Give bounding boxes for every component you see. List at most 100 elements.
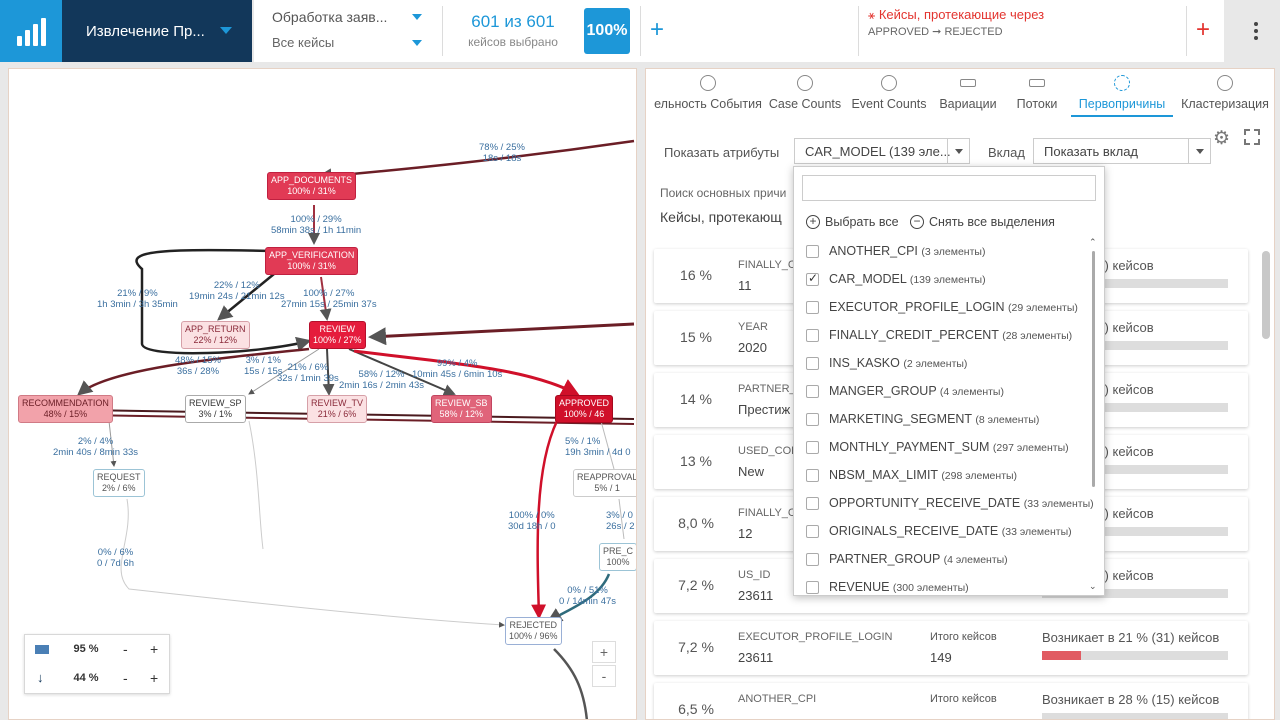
edge[interactable] [319, 276, 332, 321]
node-review-sb[interactable]: REVIEW_SB 58% / 12% [431, 395, 492, 423]
checkbox[interactable] [806, 496, 819, 510]
scrollbar[interactable]: ⌃ ⌄ [1086, 235, 1102, 595]
contribution-select[interactable]: Показать вклад [1033, 138, 1211, 164]
attribute-option[interactable]: PARTNER_GROUP (4 элементы) [806, 549, 1008, 569]
rule-title[interactable]: ⚹ Кейсы, протекающие через [868, 7, 1045, 22]
node-request[interactable]: REQUEST 2% / 6% [93, 469, 145, 497]
attribute-option[interactable]: INS_KASKO (2 элементы) [806, 353, 967, 373]
tab-root-causes[interactable]: Первопричины [1071, 69, 1173, 117]
zoom-out-button[interactable]: - [592, 665, 616, 687]
attribute-option[interactable]: CAR_MODEL (139 элементы) [806, 269, 986, 289]
tab-duration[interactable]: ельность События [650, 69, 766, 117]
edge[interactable] [77, 347, 310, 396]
attribute-option[interactable]: OPPORTUNITY_RECEIVE_DATE (33 элементы) [806, 493, 1094, 513]
tab-clustering[interactable]: Кластеризация [1178, 69, 1272, 117]
node-app-return[interactable]: APP_RETURN 22% / 12% [181, 321, 250, 349]
chevron-down-icon [1188, 139, 1210, 163]
edge[interactable] [618, 498, 625, 540]
chevron-down-icon[interactable] [412, 40, 422, 46]
add-rule-button[interactable]: + [1196, 16, 1211, 43]
attribute-option[interactable]: ANOTHER_CPI (3 элементы) [806, 241, 985, 261]
edge[interactable] [108, 420, 117, 467]
node-review[interactable]: REVIEW 100% / 27% [309, 321, 366, 349]
zoom-in-button[interactable]: + [592, 641, 616, 663]
checkbox[interactable] [806, 356, 819, 370]
edge[interactable] [531, 420, 559, 620]
edge[interactable] [348, 348, 456, 396]
attribute-option[interactable]: NBSM_MAX_LIMIT (298 элементы) [806, 465, 1017, 485]
attribute-select[interactable]: CAR_MODEL (139 эле... [794, 138, 970, 164]
checkbox[interactable] [806, 580, 819, 594]
node-rejected[interactable]: REJECTED 100% / 96% [505, 617, 562, 645]
checkbox[interactable] [806, 468, 819, 482]
edge[interactable] [353, 349, 580, 396]
attribute-option[interactable]: MARKETING_SEGMENT (8 элементы) [806, 409, 1039, 429]
attribute-option[interactable]: FINALLY_CREDIT_PERCENT (28 элементы) [806, 325, 1072, 345]
node-approved[interactable]: APPROVED 100% / 46 [555, 395, 614, 423]
node-app-documents[interactable]: APP_DOCUMENTS 100% / 31% [267, 172, 357, 200]
attribute-option[interactable]: MANGER_GROUP (4 элементы) [806, 381, 1004, 401]
attribute-option[interactable]: REVENUE (300 элементы) [806, 577, 969, 597]
selected-caption: кейсов выбрано [468, 35, 558, 49]
clear-all-button[interactable]: − Снять все выделения [910, 215, 1055, 229]
checkbox[interactable] [806, 300, 819, 314]
tab-case-counts[interactable]: Case Counts [766, 69, 844, 117]
process-select[interactable]: Обработка заяв... [272, 9, 388, 25]
selected-percent-badge[interactable]: 100% [584, 8, 630, 54]
flow-rule-icon: ⚹ [868, 8, 876, 22]
attribute-option[interactable]: EXECUTOR_PROFILE_LOGIN (29 элементы) [806, 297, 1078, 317]
tab-variations[interactable]: Вариации [935, 69, 1001, 117]
process-map-panel[interactable]: APP_DOCUMENTS 100% / 31% APP_VERIFICATION… [8, 68, 637, 720]
attribute-search-input[interactable] [802, 175, 1096, 201]
edge[interactable] [600, 420, 615, 470]
gear-icon[interactable]: ⚙ [1213, 128, 1231, 149]
checkbox[interactable] [806, 440, 819, 454]
app-title-dropdown[interactable]: Извлечение Пр... [62, 0, 252, 62]
paths-decrease-button[interactable]: - [123, 670, 128, 686]
chevron-down-icon[interactable] [412, 14, 422, 20]
checkbox[interactable] [806, 524, 819, 538]
checkbox[interactable] [806, 244, 819, 258]
node-recommendation[interactable]: RECOMMENDATION 48% / 15% [18, 395, 113, 423]
attribute-option[interactable]: MONTHLY_PAYMENT_SUM (297 элементы) [806, 437, 1069, 457]
checkbox[interactable] [806, 328, 819, 342]
checkbox[interactable] [806, 384, 819, 398]
root-cause-card[interactable]: 7,2 % EXECUTOR_PROFILE_LOGIN 23611 Итого ке… [654, 621, 1248, 675]
case-filter-select[interactable]: Все кейсы [272, 35, 335, 50]
node-review-sp[interactable]: REVIEW_SP 3% / 1% [185, 395, 246, 423]
node-review-tv[interactable]: REVIEW_TV 21% / 6% [307, 395, 368, 423]
add-filter-button[interactable]: + [650, 16, 665, 43]
node-reapproval[interactable]: REAPPROVAL 5% / 1 [573, 469, 636, 497]
more-menu-icon[interactable] [1232, 0, 1280, 62]
filter-bar [254, 0, 1224, 62]
edge[interactable] [368, 322, 635, 346]
expand-icon[interactable] [1244, 129, 1260, 145]
checkbox[interactable] [806, 271, 819, 286]
app-logo-icon[interactable] [0, 0, 62, 62]
chevron-up-icon[interactable]: ⌃ [1089, 237, 1097, 247]
node-pre-c[interactable]: PRE_C 100% [599, 543, 636, 571]
edge[interactable] [316, 139, 635, 184]
edge[interactable] [248, 420, 264, 550]
activities-decrease-button[interactable]: - [123, 641, 128, 657]
select-all-button[interactable]: + Выбрать все [806, 215, 899, 229]
tab-event-counts[interactable]: Event Counts [849, 69, 929, 117]
edge[interactable] [248, 348, 320, 395]
edge[interactable] [553, 648, 589, 720]
total-cases-value: 149 [930, 650, 952, 665]
tab-flows[interactable]: Потоки [1010, 69, 1064, 117]
edge[interactable] [135, 248, 312, 355]
scrollbar[interactable] [1260, 245, 1272, 719]
attribute-option[interactable]: ORIGINALS_RECEIVE_DATE (33 элементы) [806, 521, 1072, 541]
edge[interactable] [120, 498, 505, 628]
paths-increase-button[interactable]: + [150, 670, 159, 686]
checkbox[interactable] [806, 412, 819, 426]
chevron-down-icon[interactable]: ⌄ [1089, 581, 1097, 591]
node-app-verification[interactable]: APP_VERIFICATION 100% / 31% [265, 247, 359, 275]
checkbox[interactable] [806, 552, 819, 566]
activities-increase-button[interactable]: + [150, 641, 159, 657]
root-cause-card[interactable]: 6,5 % ANOTHER_CPI Итого кейсов Возникает в … [654, 683, 1248, 719]
edge[interactable] [217, 273, 275, 321]
edge[interactable] [322, 348, 335, 396]
edge-label: 3% / 1% 15s / 15s [244, 355, 283, 377]
